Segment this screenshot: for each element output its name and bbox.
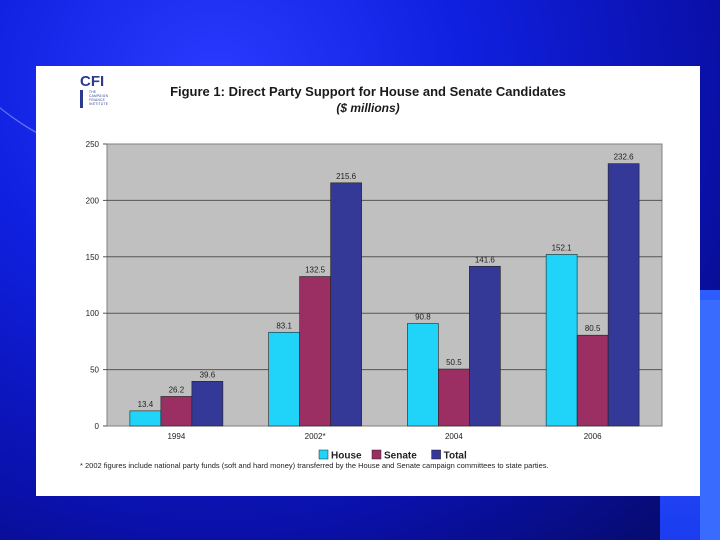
data-label: 141.6 bbox=[475, 255, 496, 264]
bar-senate bbox=[299, 276, 331, 427]
x-tick-label: 2002* bbox=[305, 432, 326, 441]
data-label: 90.8 bbox=[415, 313, 431, 322]
cfi-logo: CFI THE CAMPAIGN FINANCE INSTITUTE bbox=[80, 74, 110, 114]
data-label: 39.6 bbox=[200, 370, 216, 379]
legend-label-house: House bbox=[331, 451, 362, 462]
bar-house bbox=[545, 254, 578, 427]
logo-bar bbox=[80, 90, 83, 108]
legend-label-total: Total bbox=[444, 451, 467, 462]
y-tick-label: 100 bbox=[86, 309, 100, 318]
legend-swatch-total bbox=[431, 449, 441, 460]
x-tick-label: 1994 bbox=[167, 432, 185, 441]
bar-chart: 0 50 100 150 200 250 13.4 26.2 39.6 1994 83.1 132.5… bbox=[86, 140, 663, 462]
legend-label-senate: Senate bbox=[384, 451, 417, 462]
bar-senate bbox=[438, 368, 470, 427]
legend-swatch-house bbox=[318, 449, 329, 460]
bar-senate bbox=[160, 396, 193, 427]
chart-subtitle: ($ millions) bbox=[336, 101, 400, 115]
bar-house bbox=[129, 410, 162, 427]
data-label: 50.5 bbox=[446, 358, 462, 367]
data-label: 215.6 bbox=[336, 172, 357, 181]
figure-card: CFI THE CAMPAIGN FINANCE INSTITUTE Figur… bbox=[36, 66, 700, 496]
bar-house bbox=[407, 323, 439, 427]
logo-subtext: THE CAMPAIGN FINANCE INSTITUTE bbox=[89, 90, 109, 106]
bar-total bbox=[607, 163, 640, 427]
data-label: 83.1 bbox=[276, 321, 292, 330]
data-label: 132.5 bbox=[305, 266, 326, 275]
chart-footnote: * 2002 figures include national party fu… bbox=[80, 461, 549, 470]
chart-title: Figure 1: Direct Party Support for House… bbox=[170, 84, 566, 99]
legend-swatch-senate bbox=[371, 449, 382, 460]
y-tick-label: 200 bbox=[86, 196, 100, 205]
slide-decoration-strip bbox=[700, 300, 720, 540]
bar-senate bbox=[576, 334, 609, 427]
y-tick-label: 150 bbox=[86, 253, 100, 262]
data-label: 152.1 bbox=[552, 243, 573, 252]
data-label: 80.5 bbox=[585, 324, 601, 333]
x-tick-label: 2006 bbox=[584, 432, 602, 441]
bar-total bbox=[469, 265, 501, 427]
x-tick-label: 2004 bbox=[445, 432, 463, 441]
data-label: 13.4 bbox=[138, 400, 154, 409]
bar-total bbox=[191, 381, 224, 427]
data-label: 232.6 bbox=[614, 153, 635, 162]
bar-total bbox=[330, 182, 362, 427]
data-label: 26.2 bbox=[169, 385, 185, 394]
bar-house bbox=[268, 331, 300, 427]
y-tick-label: 50 bbox=[90, 366, 99, 375]
y-tick-label: 0 bbox=[95, 422, 100, 431]
y-tick-label: 250 bbox=[86, 140, 100, 149]
logo-text: CFI bbox=[80, 73, 105, 90]
